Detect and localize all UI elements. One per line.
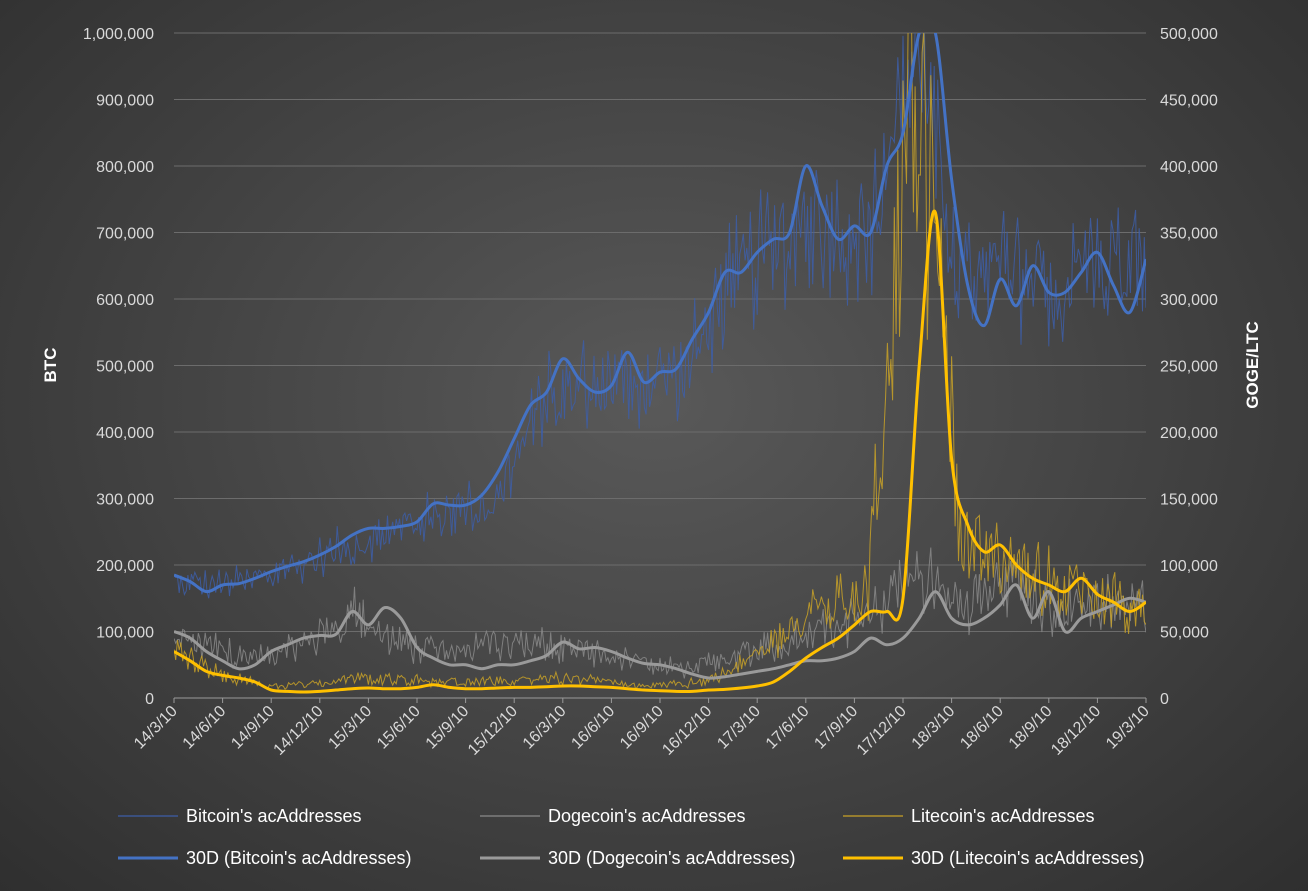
average-series-line: [174, 33, 1146, 594]
y-right-tick-label: 200,000: [1160, 425, 1218, 442]
left-axis-tick-labels: 0 100,000 200,000 300,000 400,000 500,000 600,…: [83, 26, 154, 708]
raw-series-line: [174, 33, 1146, 691]
y-right-tick-label: 450,000: [1160, 93, 1218, 110]
y-left-tick-label: 400,000: [96, 425, 154, 442]
y-left-tick-label: 800,000: [96, 159, 154, 176]
y-left-tick-label: 300,000: [96, 492, 154, 509]
average-series-line: [174, 209, 1146, 694]
legend-item: 30D (Dogecoin's acAddresses): [480, 848, 796, 868]
legend-label: Bitcoin's acAddresses: [186, 806, 362, 826]
legend-item: 30D (Bitcoin's acAddresses): [118, 848, 412, 868]
y-left-tick-label: 200,000: [96, 558, 154, 575]
legend-label: 30D (Litecoin's acAddresses): [911, 848, 1145, 868]
x-tick-label: 16/3/10: [520, 703, 570, 753]
legend-item: Bitcoin's acAddresses: [118, 806, 362, 826]
y-right-tick-label: 250,000: [1160, 359, 1218, 376]
y-right-tick-label: 300,000: [1160, 292, 1218, 309]
average-series-group: [174, 33, 1146, 694]
y-right-tick-label: 0: [1160, 691, 1169, 708]
legend-label: Dogecoin's acAddresses: [548, 806, 746, 826]
raw-series-group: [174, 33, 1146, 691]
x-tick-label: 17/9/10: [811, 703, 861, 753]
x-tick-label: 17/3/10: [714, 703, 764, 753]
x-tick-label: 18/6/10: [957, 703, 1007, 753]
y-right-tick-label: 400,000: [1160, 159, 1218, 176]
y-left-tick-label: 100,000: [96, 625, 154, 642]
left-axis-title: BTC: [41, 348, 60, 383]
average-series-line: [174, 583, 1146, 680]
legend-label: Litecoin's acAddresses: [911, 806, 1095, 826]
gridlines: [173, 32, 1147, 703]
legend-item: Dogecoin's acAddresses: [480, 806, 746, 826]
legend: Bitcoin's acAddresses Dogecoin's acAddres…: [118, 806, 1145, 868]
right-axis-tick-labels: 0 50,000 100,000 150,000 200,000 250,000 300,0…: [1160, 26, 1218, 708]
x-tick-label: 18/12/10: [1048, 703, 1104, 759]
legend-label: 30D (Dogecoin's acAddresses): [548, 848, 796, 868]
y-left-tick-label: 700,000: [96, 226, 154, 243]
x-tick-label: 18/3/10: [909, 703, 959, 753]
legend-label: 30D (Bitcoin's acAddresses): [186, 848, 412, 868]
x-tick-label: 14/12/10: [271, 703, 327, 759]
y-left-tick-label: 1,000,000: [83, 26, 154, 43]
x-axis-tick-labels: 14/3/1014/6/1014/9/1014/12/1015/3/1015/6…: [131, 703, 1153, 759]
right-axis-title: GOGE/LTC: [1243, 321, 1262, 409]
x-tick-label: 14/6/10: [180, 703, 230, 753]
y-left-tick-label: 900,000: [96, 93, 154, 110]
x-tick-label: 17/6/10: [763, 703, 813, 753]
y-left-tick-label: 500,000: [96, 359, 154, 376]
y-left-tick-label: 600,000: [96, 292, 154, 309]
x-tick-label: 14/3/10: [131, 703, 181, 753]
x-tick-label: 14/9/10: [228, 703, 278, 753]
x-tick-label: 18/9/10: [1006, 703, 1056, 753]
x-tick-label: 17/12/10: [854, 703, 910, 759]
x-tick-label: 16/6/10: [568, 703, 618, 753]
y-right-tick-label: 350,000: [1160, 226, 1218, 243]
y-right-tick-label: 500,000: [1160, 26, 1218, 43]
legend-item: Litecoin's acAddresses: [843, 806, 1095, 826]
y-right-tick-label: 100,000: [1160, 558, 1218, 575]
x-tick-label: 15/3/10: [325, 703, 375, 753]
y-right-tick-label: 150,000: [1160, 492, 1218, 509]
x-tick-label: 16/9/10: [617, 703, 667, 753]
y-right-tick-label: 50,000: [1160, 625, 1209, 642]
x-tick-label: 15/6/10: [374, 703, 424, 753]
x-tick-label: 19/3/10: [1103, 703, 1153, 753]
raw-series-line: [174, 547, 1146, 679]
x-tick-label: 15/12/10: [465, 703, 521, 759]
x-tick-label: 15/9/10: [423, 703, 473, 753]
legend-item: 30D (Litecoin's acAddresses): [843, 848, 1145, 868]
y-left-tick-label: 0: [145, 691, 154, 708]
x-tick-label: 16/12/10: [659, 703, 715, 759]
